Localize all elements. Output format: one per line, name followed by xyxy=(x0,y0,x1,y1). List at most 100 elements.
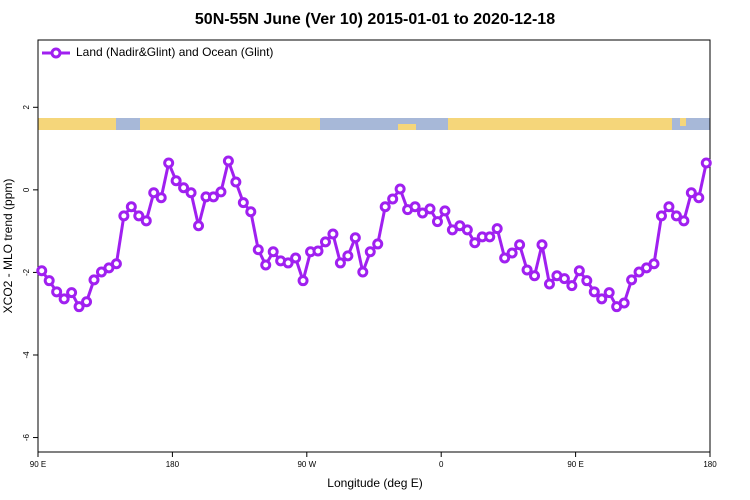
data-point xyxy=(514,239,526,251)
data-point xyxy=(185,187,197,199)
data-point xyxy=(88,274,100,286)
data-point xyxy=(342,250,354,262)
data-point xyxy=(312,245,324,257)
data-point xyxy=(596,293,608,305)
data-point xyxy=(140,215,152,227)
data-point xyxy=(588,286,600,298)
data-point xyxy=(357,266,369,278)
data-point xyxy=(521,264,533,276)
x-tick-label: 90 W xyxy=(297,460,316,469)
data-point xyxy=(319,236,331,248)
data-point xyxy=(125,201,137,213)
data-point xyxy=(215,186,227,198)
land-band xyxy=(398,124,416,130)
data-point xyxy=(603,287,615,299)
x-axis-label: Longitude (deg E) xyxy=(327,476,422,490)
data-point xyxy=(499,252,511,264)
data-point xyxy=(222,155,234,167)
data-point xyxy=(693,192,705,204)
data-point xyxy=(58,293,70,305)
data-point xyxy=(170,175,182,187)
y-tick-label: 2 xyxy=(22,105,31,110)
data-point xyxy=(685,187,697,199)
data-point xyxy=(469,237,481,249)
data-point xyxy=(491,223,503,235)
land-band xyxy=(680,118,686,126)
land-band xyxy=(140,118,320,130)
data-point xyxy=(678,215,690,227)
data-point xyxy=(648,258,660,270)
data-point xyxy=(566,280,578,292)
data-point xyxy=(461,224,473,236)
chart-title: 50N-55N June (Ver 10) 2015-01-01 to 2020… xyxy=(195,11,555,28)
x-tick-label: 0 xyxy=(439,460,444,469)
x-tick-label: 180 xyxy=(166,460,180,469)
data-point xyxy=(148,187,160,199)
data-point xyxy=(133,210,145,222)
x-tick-label: 90 E xyxy=(567,460,583,469)
data-point xyxy=(290,252,302,264)
data-point xyxy=(663,201,675,213)
data-point xyxy=(409,201,421,213)
data-point xyxy=(51,286,63,298)
data-point xyxy=(349,232,361,244)
land-band xyxy=(448,118,672,130)
y-tick-label: -6 xyxy=(22,433,31,441)
data-point xyxy=(431,216,443,228)
data-point xyxy=(282,257,294,269)
data-point xyxy=(439,205,451,217)
data-point xyxy=(245,206,257,218)
data-point xyxy=(700,157,712,169)
data-point xyxy=(364,246,376,258)
data-point xyxy=(379,201,391,213)
y-axis-label: XCO2 - MLO trend (ppm) xyxy=(1,179,15,314)
data-point xyxy=(484,231,496,243)
land-ocean-strip xyxy=(38,118,710,130)
data-point xyxy=(207,191,219,203)
y-tick-label: 0 xyxy=(22,187,31,192)
data-point xyxy=(237,197,249,209)
data-point xyxy=(267,246,279,258)
legend-label: Land (Nadir&Glint) and Ocean (Glint) xyxy=(76,45,273,59)
data-point xyxy=(394,183,406,195)
land-band xyxy=(38,118,116,130)
data-point xyxy=(536,239,548,251)
data-point xyxy=(81,296,93,308)
data-point xyxy=(670,210,682,222)
data-point xyxy=(163,157,175,169)
x-tick-label: 180 xyxy=(703,460,717,469)
data-point xyxy=(297,275,309,287)
plot-frame xyxy=(37,39,711,453)
legend-marker xyxy=(50,47,62,59)
y-tick-label: -2 xyxy=(22,268,31,276)
data-point xyxy=(334,257,346,269)
data-point xyxy=(558,273,570,285)
data-point xyxy=(506,247,518,259)
data-point xyxy=(230,176,242,188)
data-point xyxy=(43,275,55,287)
data-point xyxy=(260,259,272,271)
data-point xyxy=(118,210,130,222)
data-point xyxy=(193,220,205,232)
data-point xyxy=(618,297,630,309)
data-point xyxy=(543,278,555,290)
data-point xyxy=(110,258,122,270)
data-point xyxy=(372,238,384,250)
legend: Land (Nadir&Glint) and Ocean (Glint) xyxy=(42,45,273,59)
data-point xyxy=(178,182,190,194)
data-point xyxy=(36,265,48,277)
data-point xyxy=(252,244,264,256)
data-point xyxy=(327,228,339,240)
data-point xyxy=(626,274,638,286)
x-tick-label: 90 E xyxy=(30,460,46,469)
data-point xyxy=(66,287,78,299)
y-tick-label: -4 xyxy=(22,351,31,359)
data-point xyxy=(573,265,585,277)
data-point xyxy=(387,193,399,205)
data-point xyxy=(424,203,436,215)
data-point xyxy=(73,301,85,313)
data-point xyxy=(581,275,593,287)
data-point xyxy=(529,270,541,282)
data-point xyxy=(655,210,667,222)
